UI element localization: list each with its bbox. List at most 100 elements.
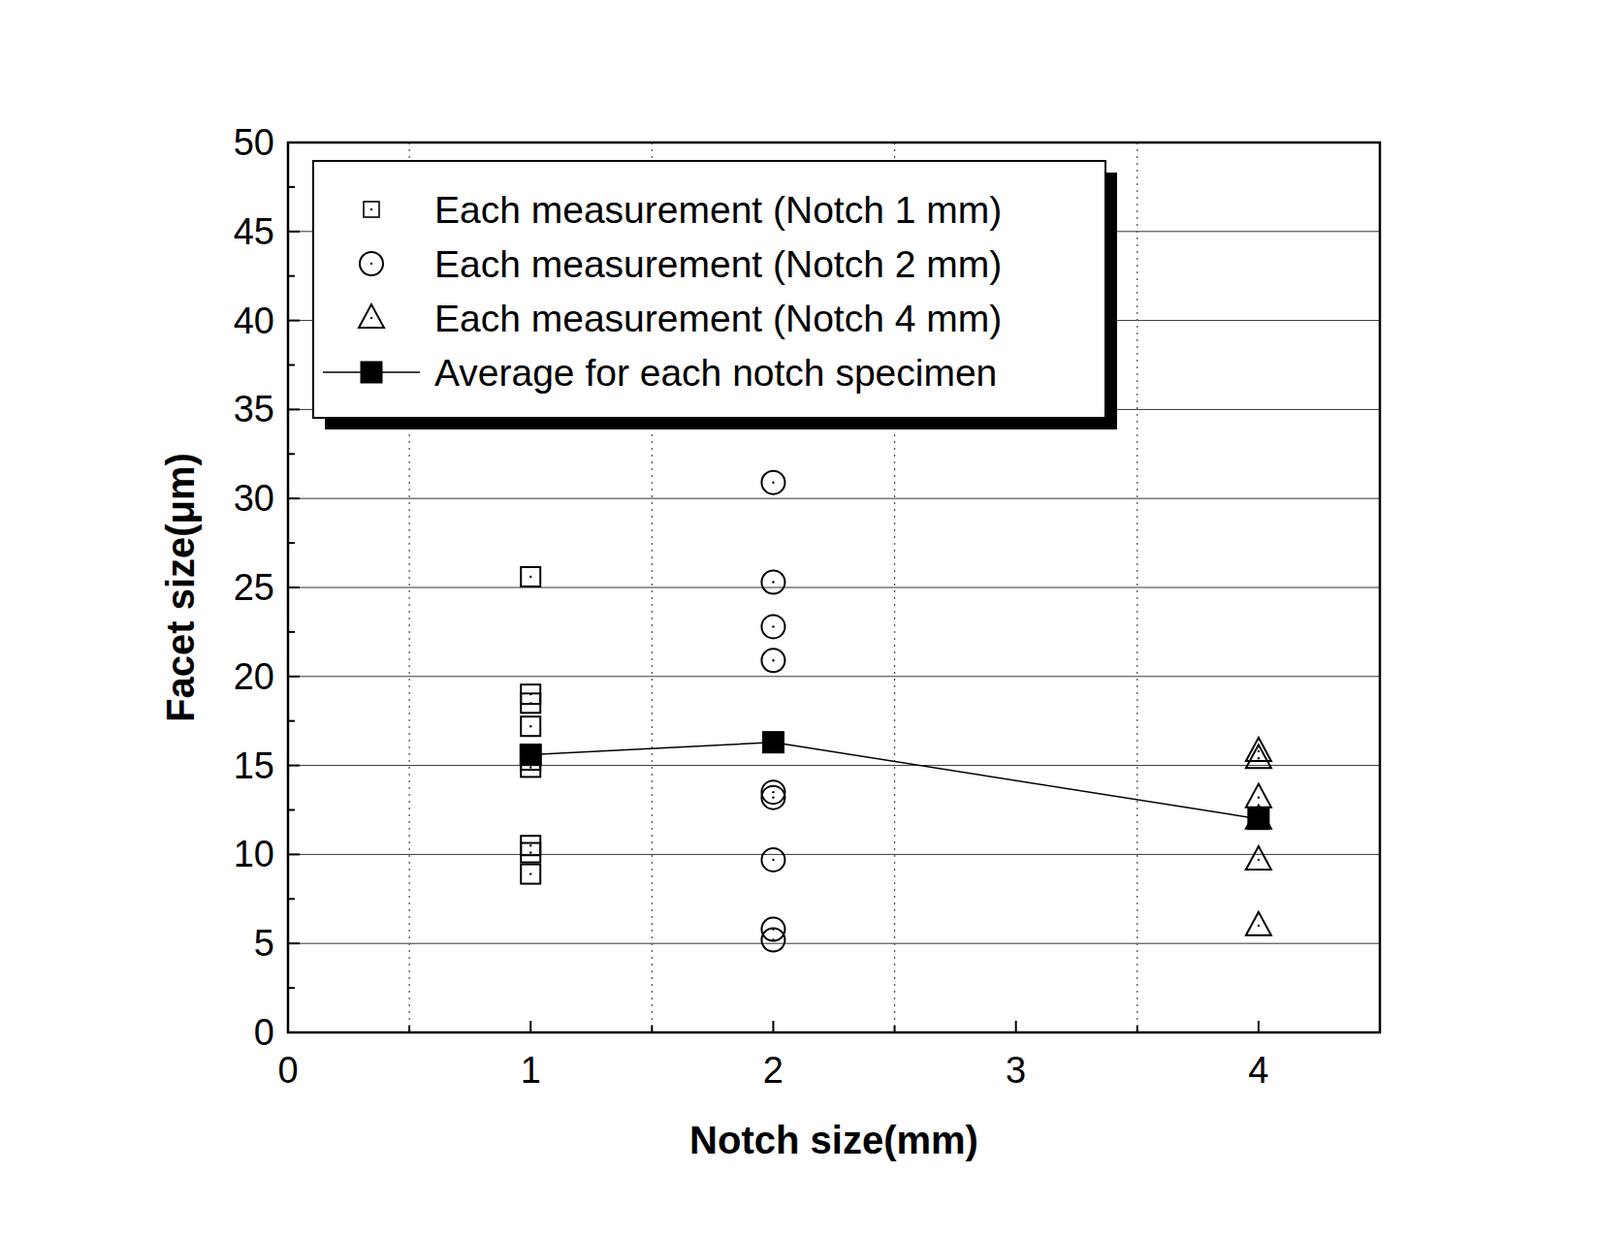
- legend-marker: [358, 304, 384, 328]
- x-tick-label: 4: [1248, 1050, 1269, 1091]
- point: [1248, 808, 1270, 831]
- y-tick-label: 35: [233, 388, 275, 430]
- x-tick: [1015, 1021, 1018, 1033]
- x-minor-tick: [894, 1025, 896, 1033]
- grid-line-y: [288, 587, 1380, 589]
- y-minor-tick: [288, 364, 295, 367]
- y-tick: [288, 586, 300, 589]
- ticks: 0123405101520253035404550: [233, 122, 1270, 1091]
- grid-line-y: [288, 675, 1380, 677]
- marker-dot: [771, 580, 774, 583]
- y-minor-tick: [288, 720, 295, 723]
- x-minor-tick: [408, 1025, 411, 1033]
- point: [1246, 805, 1272, 830]
- y-tick: [288, 765, 300, 768]
- marker-dot: [529, 725, 532, 728]
- point: [761, 780, 785, 804]
- point: [761, 614, 785, 639]
- point: [1246, 846, 1272, 870]
- y-tick-label: 25: [233, 567, 275, 608]
- legend-marker: [363, 201, 380, 218]
- marker-dot: [1257, 925, 1260, 928]
- x-tick-label: 0: [277, 1050, 298, 1091]
- point: [761, 570, 785, 594]
- marker-dot: [771, 938, 774, 941]
- point: [1246, 744, 1272, 768]
- y-minor-tick: [288, 897, 295, 900]
- point: [761, 648, 785, 672]
- x-tick-label: 1: [520, 1050, 542, 1091]
- marker-dot: [529, 576, 532, 578]
- marker-dot: [771, 791, 774, 794]
- marker-dot: [1257, 757, 1260, 760]
- y-tick-label: 40: [233, 300, 275, 342]
- series-1: [761, 471, 785, 953]
- y-tick-label: 20: [233, 656, 275, 698]
- legend-box: [313, 160, 1106, 418]
- y-minor-tick: [288, 186, 295, 189]
- grid-line-y: [288, 765, 1380, 767]
- legend-marker: [359, 252, 384, 276]
- y-tick: [288, 230, 300, 233]
- marker-dot: [771, 625, 774, 628]
- x-tick: [1257, 1021, 1260, 1033]
- legend: Each measurement (Notch 1 mm) Each measur…: [313, 160, 1118, 430]
- y-tick: [288, 497, 300, 500]
- legend-label: Each measurement (Notch 4 mm): [434, 297, 1002, 340]
- series-2: [1246, 737, 1272, 936]
- y-tick-label: 5: [254, 923, 275, 964]
- marker-dot: [529, 766, 532, 768]
- marker-dot: [529, 872, 532, 875]
- grid-line-x-minor: [1136, 142, 1138, 1033]
- x-axis-label: Notch size(mm): [689, 1119, 979, 1162]
- y-tick-label: 15: [233, 745, 275, 787]
- y-minor-tick: [288, 275, 295, 278]
- marker-dot: [771, 859, 774, 862]
- legend-marker: [360, 361, 383, 384]
- marker-dot: [1257, 796, 1260, 799]
- legend-label: Each measurement (Notch 2 mm): [434, 243, 1002, 286]
- marker-dot: [1257, 859, 1260, 862]
- series-0: [520, 567, 541, 885]
- marker-dot: [370, 262, 373, 265]
- y-tick: [288, 675, 300, 678]
- marker-dot: [1257, 750, 1260, 753]
- y-minor-tick: [288, 631, 295, 634]
- point: [520, 716, 541, 736]
- y-tick: [288, 141, 300, 144]
- background: [0, 0, 1600, 1236]
- grid: [288, 142, 1380, 1033]
- y-tick: [288, 1031, 300, 1034]
- point: [1246, 912, 1272, 936]
- chart: 0123405101520253035404550Notch size(mm)F…: [0, 0, 1600, 1236]
- y-minor-tick: [288, 987, 295, 990]
- y-tick-label: 0: [254, 1012, 275, 1054]
- average-line: [530, 742, 1259, 820]
- point: [520, 567, 541, 587]
- plot-frame: [288, 142, 1380, 1033]
- x-tick: [287, 1021, 289, 1033]
- point: [520, 843, 541, 864]
- marker-dot: [771, 480, 774, 483]
- x-tick-label: 2: [763, 1050, 784, 1091]
- grid-line-y: [288, 498, 1380, 500]
- point: [520, 864, 541, 885]
- legend-label: Each measurement (Notch 1 mm): [434, 189, 1002, 231]
- point: [761, 848, 785, 872]
- series-3: [519, 732, 1270, 831]
- y-tick-label: 45: [233, 211, 275, 253]
- y-tick-label: 10: [233, 833, 275, 875]
- data: [519, 471, 1272, 953]
- point: [761, 928, 785, 953]
- point: [761, 786, 785, 810]
- y-tick: [288, 853, 300, 856]
- marker-dot: [370, 317, 373, 320]
- point: [520, 693, 541, 713]
- grid-line-y: [288, 943, 1380, 945]
- y-tick-label: 30: [233, 478, 275, 519]
- point: [761, 471, 785, 495]
- y-minor-tick: [288, 542, 295, 544]
- marker-dot: [529, 851, 532, 854]
- x-tick-label: 3: [1005, 1050, 1026, 1091]
- marker-dot: [370, 208, 373, 211]
